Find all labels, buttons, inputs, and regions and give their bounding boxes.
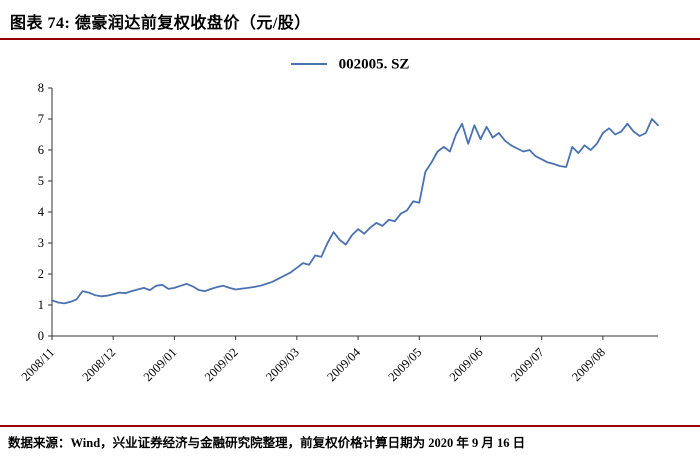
figure-header: 图表 74: 德豪润达前复权收盘价（元/股） [0,0,700,38]
price-chart: 0 1 2 3 4 5 6 7 8 2008/11 2008/12 2009/01 2009/02 200… [0,76,700,413]
svg-text:8: 8 [38,81,44,95]
svg-text:4: 4 [38,205,45,219]
svg-text:2009/06: 2009/06 [447,345,486,384]
price-chart-svg: 0 1 2 3 4 5 6 7 8 2008/11 2008/12 2009/01 2009/02 200… [19,81,659,384]
chart-legend: 002005. SZ [0,54,700,74]
data-source-note: 数据来源：Wind，兴业证券经济与金融研究院整理，前复权价格计算日期为 2020… [8,436,526,450]
svg-text:2009/08: 2009/08 [569,345,608,384]
svg-text:6: 6 [38,143,44,157]
svg-text:1: 1 [38,298,44,312]
svg-text:5: 5 [38,174,44,188]
svg-text:2009/02: 2009/02 [202,345,241,384]
legend-series-label: 002005. SZ [338,56,410,73]
svg-text:2009/07: 2009/07 [508,345,547,384]
svg-text:2009/01: 2009/01 [141,345,180,384]
svg-text:2: 2 [38,267,44,281]
svg-text:2009/04: 2009/04 [324,345,363,384]
bottom-divider [0,425,700,427]
svg-text:2009/03: 2009/03 [263,345,302,384]
svg-text:7: 7 [38,112,44,126]
svg-text:2008/11: 2008/11 [19,345,58,384]
svg-text:2008/12: 2008/12 [79,345,118,384]
top-divider [0,38,700,40]
svg-text:3: 3 [38,236,44,250]
figure-title: 图表 74: 德豪润达前复权收盘价（元/股） [10,15,311,32]
svg-text:0: 0 [38,329,44,343]
legend-line-swatch [290,63,327,66]
svg-text:2009/05: 2009/05 [386,345,425,384]
figure-footer: 数据来源：Wind，兴业证券经济与金融研究院整理，前复权价格计算日期为 2020… [0,432,533,452]
